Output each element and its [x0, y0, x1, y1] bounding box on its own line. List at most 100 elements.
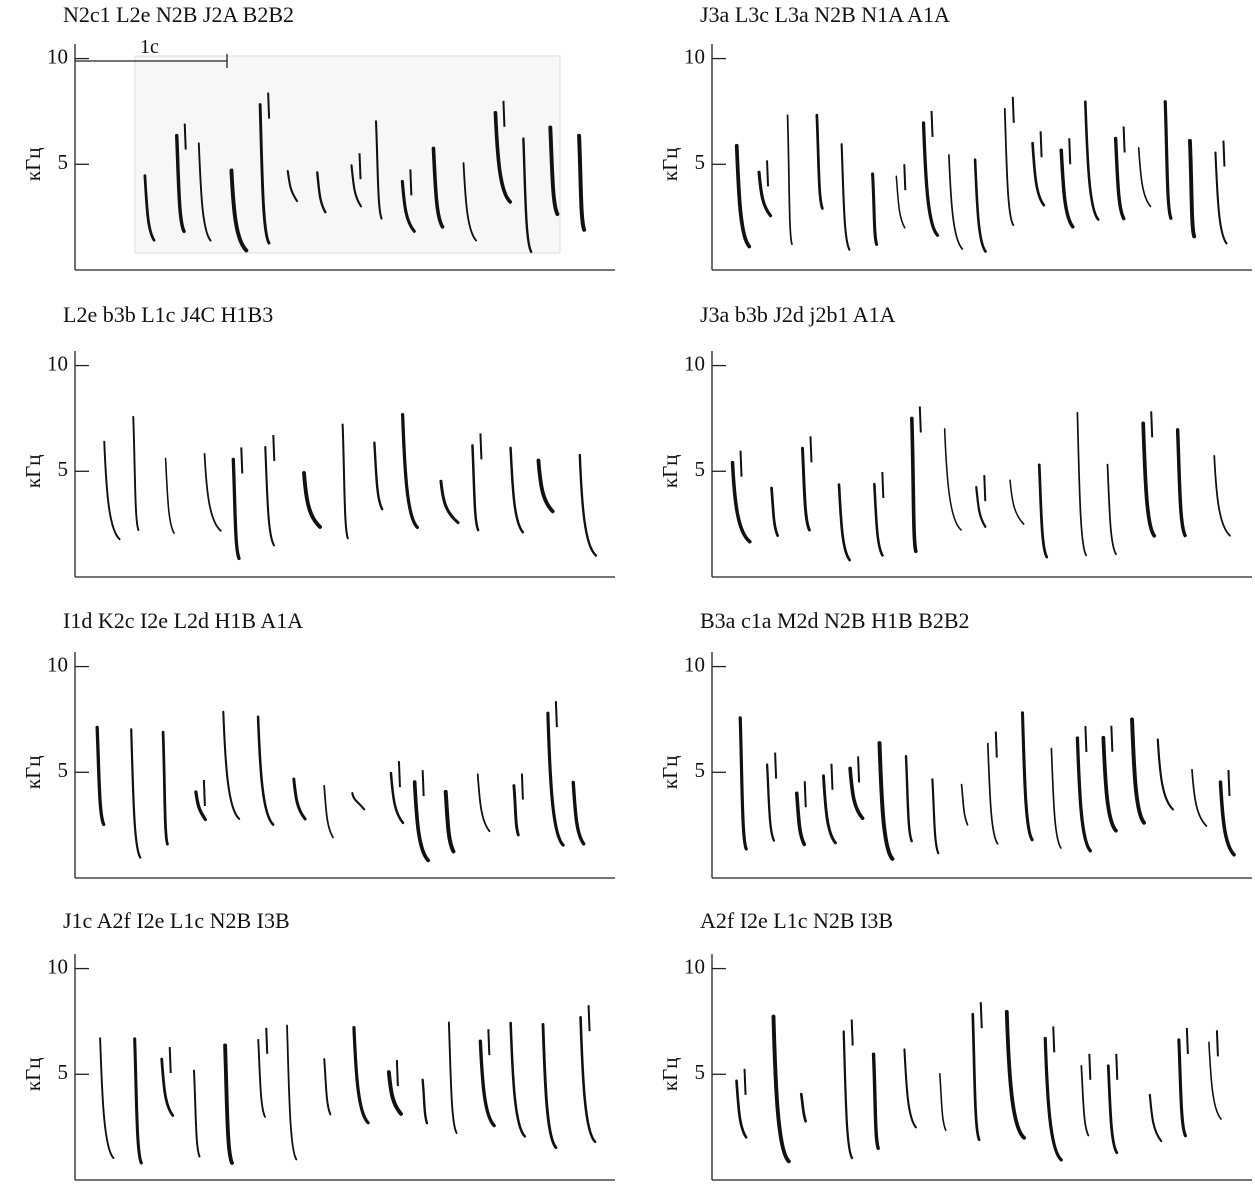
syllable — [439, 479, 460, 525]
syllable — [323, 784, 334, 839]
panel-title: N2c1 L2e N2B J2A B2B2 — [63, 2, 294, 27]
syllable — [771, 1014, 791, 1164]
syllable — [1101, 735, 1118, 833]
y-tick-label: 5 — [695, 150, 706, 174]
syllable — [400, 412, 420, 529]
syllable — [730, 460, 752, 544]
syllable — [1222, 140, 1226, 167]
syllable — [541, 1022, 558, 1150]
y-tick-label: 10 — [684, 652, 705, 676]
syllable — [1137, 147, 1152, 208]
syllable — [546, 711, 565, 847]
syllable — [973, 158, 987, 253]
syllable — [734, 143, 752, 249]
panel: J3a L3c L3a N2B N1A A1A 5 10 кГц — [658, 2, 1252, 271]
syllable — [400, 179, 416, 233]
syllable — [536, 458, 555, 514]
syllable — [203, 452, 222, 532]
spectrogram-frame — [134, 55, 561, 254]
syllable — [739, 450, 743, 477]
panel: I1d K2c I2e L2d H1B A1A 5 10 кГц — [21, 608, 615, 879]
syllable — [99, 1037, 115, 1160]
syllable — [164, 457, 175, 534]
syllable — [1214, 151, 1228, 245]
syllable — [194, 790, 207, 822]
syllable — [848, 766, 865, 821]
syllable — [1130, 717, 1147, 825]
panel-title: I1d K2c I2e L2d H1B A1A — [63, 608, 303, 633]
syllable — [143, 174, 156, 242]
y-tick-label: 5 — [58, 457, 69, 481]
syllable — [264, 445, 276, 547]
syllable — [395, 1060, 399, 1087]
syllable — [1031, 141, 1046, 207]
syllable — [512, 784, 520, 837]
y-tick-label: 5 — [58, 1060, 69, 1084]
syllable — [421, 770, 425, 797]
syllable — [1084, 100, 1100, 221]
syllable — [373, 441, 384, 511]
syllable — [509, 1021, 527, 1138]
syllable — [352, 1026, 370, 1125]
syllable — [1148, 1093, 1163, 1143]
syllable — [103, 440, 121, 541]
syllable — [1039, 131, 1043, 158]
syllable — [1075, 736, 1092, 853]
syllable — [983, 475, 987, 502]
y-tick-label: 10 — [684, 44, 705, 68]
syllable — [374, 120, 383, 220]
syllable — [421, 1078, 429, 1125]
syllable — [554, 701, 558, 728]
y-axis-label: кГц — [658, 755, 682, 789]
syllable — [1115, 1053, 1119, 1080]
syllable — [1020, 711, 1034, 842]
syllable — [1163, 100, 1173, 220]
syllable — [130, 728, 142, 859]
syllable — [943, 428, 962, 531]
syllable — [579, 1015, 597, 1144]
syllable — [174, 133, 186, 234]
syllable — [1003, 107, 1015, 227]
syllable — [774, 752, 778, 779]
syllable — [302, 471, 323, 529]
y-tick-label: 10 — [47, 351, 68, 375]
syllable — [1080, 1064, 1090, 1137]
syllable — [1150, 411, 1154, 438]
y-tick-label: 5 — [58, 150, 69, 174]
syllable — [161, 730, 169, 846]
syllable — [1076, 411, 1088, 557]
panel: J1c A2f I2e L1c N2B I3B 5 10 кГц — [21, 908, 615, 1181]
syllable — [257, 1038, 266, 1118]
syllable — [386, 1070, 403, 1116]
syllable — [786, 114, 793, 246]
syllable — [351, 792, 366, 811]
syllable — [931, 778, 940, 855]
y-tick-label: 5 — [695, 1060, 706, 1084]
y-tick-label: 5 — [695, 758, 706, 782]
panel-title: J3a b3b J2d j2b1 A1A — [700, 302, 896, 327]
syllable — [903, 164, 907, 191]
syllable — [1106, 463, 1117, 556]
syllable — [766, 160, 770, 187]
syllable — [794, 791, 807, 847]
syllable — [1175, 428, 1187, 538]
y-axis-label: кГц — [658, 454, 682, 488]
syllable — [743, 1068, 747, 1095]
syllable — [1141, 421, 1157, 538]
syllable — [1191, 768, 1208, 827]
syllable — [272, 434, 276, 462]
syllable — [223, 1043, 234, 1165]
syllable — [471, 444, 480, 532]
syllable — [871, 172, 879, 246]
syllable — [462, 162, 478, 242]
syllable — [316, 171, 327, 214]
panel-title: A2f I2e L1c N2B I3B — [700, 908, 893, 933]
syllable — [133, 1037, 143, 1165]
syllable — [842, 1030, 854, 1160]
syllable — [1106, 1064, 1119, 1155]
syllable — [587, 1005, 591, 1032]
syllable — [1187, 138, 1197, 239]
syllable — [881, 471, 885, 499]
